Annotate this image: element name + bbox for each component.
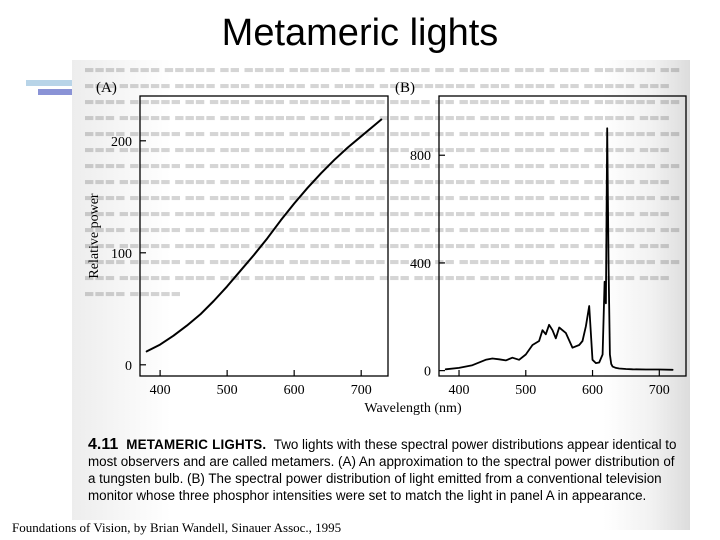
figure-number: 4.11 xyxy=(88,436,119,453)
panel-b-x-tick-label: 500 xyxy=(515,383,536,398)
panel-a-x-tick-label: 400 xyxy=(150,383,171,398)
panel-a-y-axis-label: Relative power xyxy=(87,193,102,278)
panel-a-y-tick-label: 200 xyxy=(111,135,132,150)
x-axis-label: Wavelength (nm) xyxy=(364,401,462,416)
panel-b-frame xyxy=(438,95,687,377)
panel-b-label: (B) xyxy=(395,80,415,96)
metameric-lights-figure: (A) 400 500 600 700 0 100 200 Relative power (B) 4… xyxy=(87,80,687,416)
bleed-through-texture: ▬▬▬▬ ▬▬▬ ▬▬▬▬▬ ▬▬ ▬▬▬▬ ▬▬▬▬▬▬ ▬▬▬ ▬▬▬▬ ▬… xyxy=(84,63,681,300)
decorative-bar xyxy=(38,89,72,95)
panel-a-x-tick-label: 700 xyxy=(351,383,372,398)
source-credit: Foundations of Vision, by Brian Wandell,… xyxy=(12,520,342,536)
figure-caption: 4.11 METAMERIC LIGHTS. Two lights with th… xyxy=(88,436,680,504)
panel-a-y-tick-label: 100 xyxy=(111,247,132,262)
panel-b-x-tick-label: 700 xyxy=(649,383,670,398)
panel-b-y-tick-label: 0 xyxy=(424,365,431,380)
panel-a-series-line xyxy=(145,118,383,353)
panel-b-y-tick-label: 400 xyxy=(410,257,431,272)
panel-b-x-tick-label: 400 xyxy=(449,383,470,398)
panel-a-label: (A) xyxy=(96,80,117,96)
panel-a-x-tick-label: 600 xyxy=(284,383,305,398)
panel-a-y-tick-label: 0 xyxy=(125,359,132,374)
panel-b-x-tick-label: 600 xyxy=(582,383,603,398)
panel-a-x-tick-label: 500 xyxy=(217,383,238,398)
panel-b-y-tick-label: 800 xyxy=(410,149,431,164)
slide-title: Metameric lights xyxy=(221,12,499,54)
panel-b-series-line xyxy=(444,127,674,371)
caption-heading: METAMERIC LIGHTS. xyxy=(126,437,267,452)
scanned-page-background xyxy=(72,60,690,530)
decorative-bar xyxy=(26,80,72,86)
caption-body: Two lights with these spectral power dis… xyxy=(88,437,677,503)
panel-a-frame xyxy=(139,95,389,377)
